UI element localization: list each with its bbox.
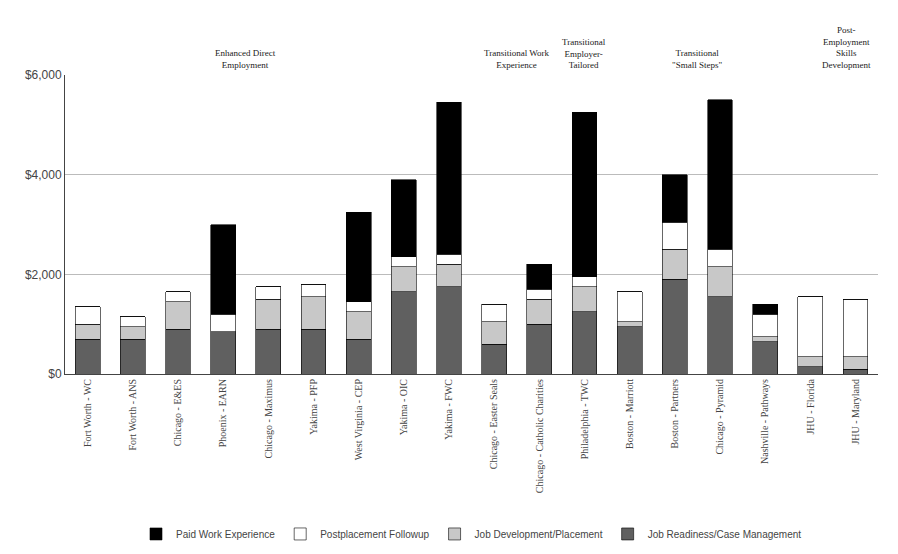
svg-text:Nashville - Pathways: Nashville - Pathways xyxy=(759,379,770,464)
svg-text:$6,000: $6,000 xyxy=(25,68,62,82)
svg-text:Yakima - OIC: Yakima - OIC xyxy=(398,379,409,436)
svg-text:JHU - Maryland: JHU - Maryland xyxy=(850,379,861,445)
svg-text:JHU - Florida: JHU - Florida xyxy=(805,378,816,434)
svg-text:Fort Worth - ANS: Fort Worth - ANS xyxy=(127,379,138,451)
svg-text:Chicago - E&ES: Chicago - E&ES xyxy=(172,379,183,446)
svg-text:Job Readiness/Case Management: Job Readiness/Case Management xyxy=(648,529,802,540)
svg-text:Postplacement Followup: Postplacement Followup xyxy=(320,529,429,540)
svg-text:Paid Work Experience: Paid Work Experience xyxy=(176,529,275,540)
svg-text:Yakima - PFP: Yakima - PFP xyxy=(308,379,319,435)
svg-text:Job Development/Placement: Job Development/Placement xyxy=(475,529,603,540)
svg-text:Enhanced DirectEmployment: Enhanced DirectEmployment xyxy=(215,48,276,70)
svg-text:Chicago - Pyramid: Chicago - Pyramid xyxy=(714,379,725,455)
svg-text:Yakima - FWC: Yakima - FWC xyxy=(443,379,454,440)
svg-text:$0: $0 xyxy=(48,367,62,381)
svg-text:$4,000: $4,000 xyxy=(25,168,62,182)
svg-text:West Virginia - CEP: West Virginia - CEP xyxy=(353,379,364,461)
svg-text:Boston - Marriott: Boston - Marriott xyxy=(624,379,635,449)
svg-text:TransitionalEmployer-Tailored: TransitionalEmployer-Tailored xyxy=(562,37,606,70)
svg-text:Philadelphia - TWC: Philadelphia - TWC xyxy=(579,379,590,460)
svg-text:Transitional"Small Steps": Transitional"Small Steps" xyxy=(672,48,722,70)
svg-text:Boston - Partners: Boston - Partners xyxy=(669,379,680,449)
svg-text:Post-EmploymentSkillsDevelopme: Post-EmploymentSkillsDevelopment xyxy=(822,25,871,70)
svg-text:Chicago - Catholic Charities: Chicago - Catholic Charities xyxy=(534,379,545,493)
svg-text:Chicago - Easter Seals: Chicago - Easter Seals xyxy=(488,379,499,469)
svg-text:Transitional WorkExperience: Transitional WorkExperience xyxy=(484,48,550,70)
svg-text:$2,000: $2,000 xyxy=(25,268,62,282)
svg-text:Fort Worth - WC: Fort Worth - WC xyxy=(82,379,93,447)
svg-text:Chicago - Maximus: Chicago - Maximus xyxy=(263,379,274,459)
svg-text:Phoenix - EARN: Phoenix - EARN xyxy=(217,379,228,447)
